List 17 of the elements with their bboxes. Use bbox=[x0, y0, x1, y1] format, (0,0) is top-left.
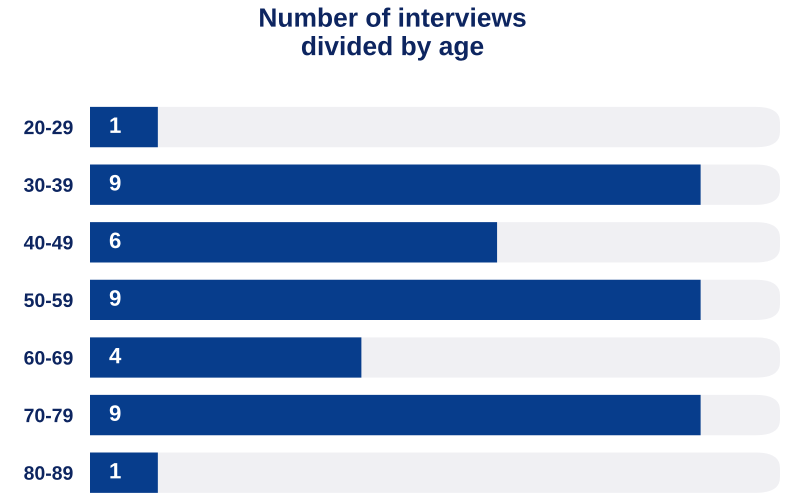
data-label: 1 bbox=[110, 463, 121, 478]
y-tick-label: 80-89 bbox=[24, 466, 73, 480]
data-label: 6 bbox=[110, 232, 121, 248]
y-tick-label: 60-69 bbox=[24, 350, 73, 365]
y-tick-label: 50-59 bbox=[24, 293, 73, 308]
data-label: 9 bbox=[110, 174, 121, 191]
y-tick-label: 40-49 bbox=[24, 236, 73, 250]
bar bbox=[90, 106, 158, 148]
data-label: 4 bbox=[109, 348, 122, 364]
bar bbox=[90, 452, 158, 493]
y-tick-label: 30-39 bbox=[24, 178, 73, 192]
chart-title: Number of interviews divided by age bbox=[260, 8, 526, 61]
y-tick-label: 20-29 bbox=[24, 120, 73, 134]
data-label: 1 bbox=[110, 118, 121, 133]
data-label: 9 bbox=[110, 405, 121, 422]
data-label: 9 bbox=[110, 290, 121, 306]
y-tick-label: 70-79 bbox=[24, 408, 73, 422]
